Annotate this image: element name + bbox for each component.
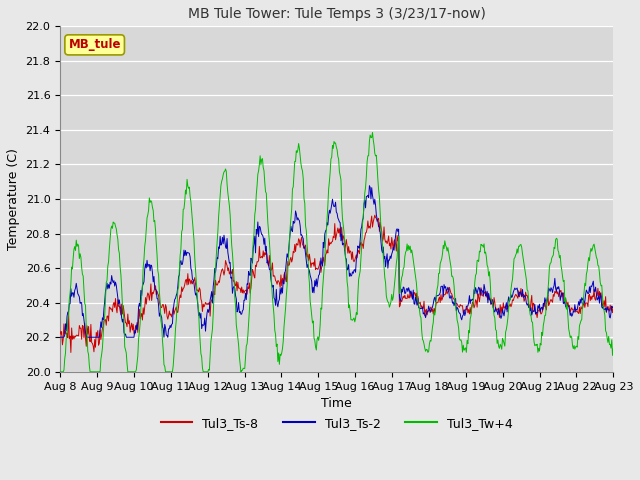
Text: MB_tule: MB_tule — [68, 38, 121, 51]
X-axis label: Time: Time — [321, 397, 352, 410]
Legend: Tul3_Ts-8, Tul3_Ts-2, Tul3_Tw+4: Tul3_Ts-8, Tul3_Ts-2, Tul3_Tw+4 — [156, 412, 517, 434]
Title: MB Tule Tower: Tule Temps 3 (3/23/17-now): MB Tule Tower: Tule Temps 3 (3/23/17-now… — [188, 7, 486, 21]
Y-axis label: Temperature (C): Temperature (C) — [7, 148, 20, 250]
